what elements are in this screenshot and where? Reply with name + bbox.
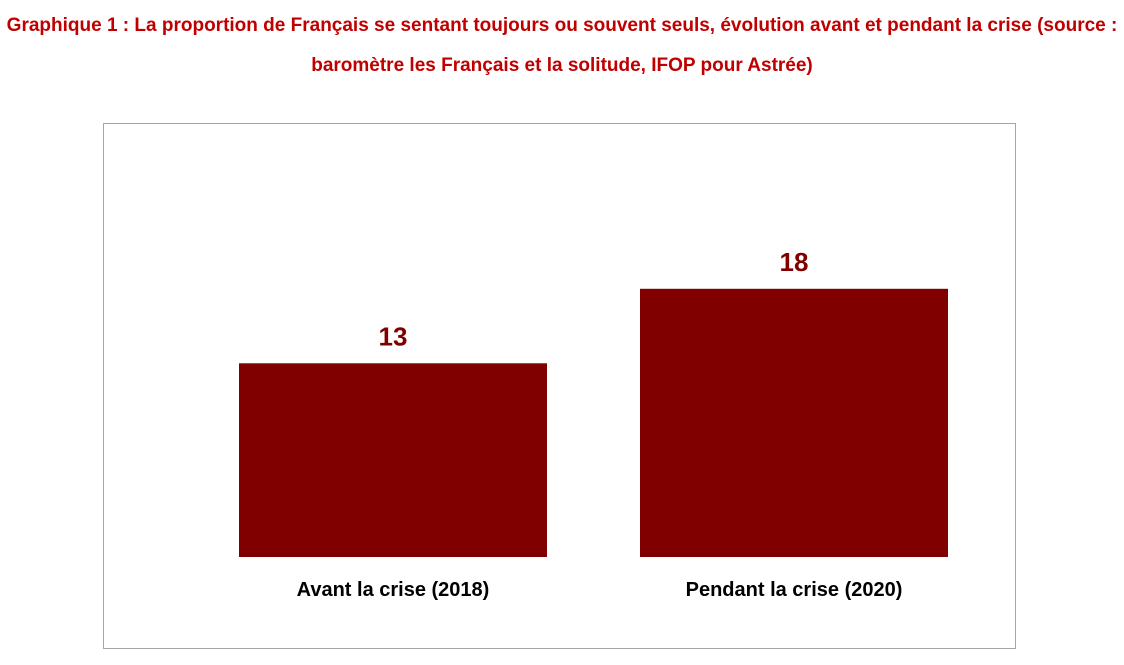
category-label-1: Avant la crise (2018): [297, 579, 490, 601]
bar-value-label-1: 13: [379, 321, 408, 351]
bar-value-label-2: 18: [780, 247, 809, 277]
bar-1: [239, 363, 547, 557]
chart-frame: [103, 123, 1016, 649]
category-label-2: Pendant la crise (2020): [686, 579, 903, 601]
chart-title: Graphique 1 : La proportion de Français …: [6, 15, 1118, 76]
bar-2: [640, 288, 948, 557]
